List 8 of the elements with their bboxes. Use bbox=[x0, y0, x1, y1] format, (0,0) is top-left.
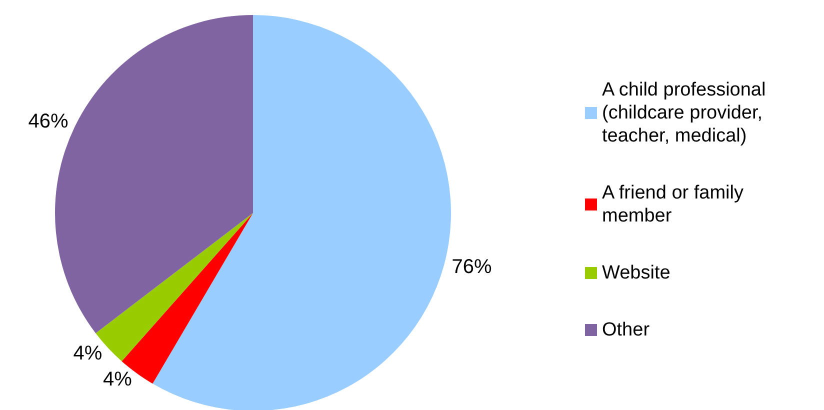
data-label: 46% bbox=[28, 110, 69, 133]
data-label: 4% bbox=[103, 368, 132, 391]
legend-label: Website bbox=[602, 262, 670, 284]
legend-label: Other bbox=[602, 320, 650, 340]
data-label: 4% bbox=[73, 342, 102, 364]
legend-label: A friend or family member bbox=[602, 182, 749, 226]
data-label: 76% bbox=[452, 256, 492, 278]
legend-label: A child professional (childcare provider, teacher, medical) bbox=[602, 80, 771, 146]
